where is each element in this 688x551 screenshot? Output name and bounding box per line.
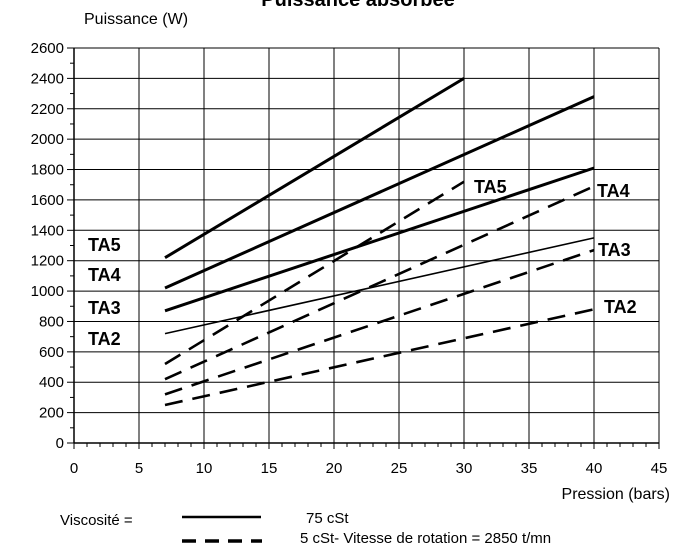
legend-title: Viscosité = (60, 512, 133, 529)
y-tick-label: 2200 (31, 101, 64, 118)
dashed-end-label: TA4 (597, 181, 630, 201)
series-line-dashed-ta3 (164, 248, 595, 396)
y-tick-label: 1000 (31, 283, 64, 300)
axis-ticks (67, 47, 660, 449)
x-tick-label: 15 (261, 460, 278, 477)
x-tick-label: 0 (70, 460, 78, 477)
series-line-solid-ta5 (164, 77, 465, 259)
x-axis-title: Pression (bars) (562, 486, 670, 503)
x-tick-label: 20 (326, 460, 343, 477)
tick-labels: 0 5 10 15 20 25 30 35 40 45 0 200 400 600 800 1000 1200 1… (31, 40, 668, 477)
series-line-dashed-ta5 (164, 180, 465, 366)
dashed-end-label: TA3 (598, 240, 631, 260)
series-lines (164, 77, 595, 407)
y-tick-label: 800 (39, 313, 64, 330)
x-tick-label: 45 (651, 460, 668, 477)
x-tick-label: 25 (391, 460, 408, 477)
y-tick-label: 2000 (31, 131, 64, 148)
legend-dashed-label: 5 cSt- Vitesse de rotation = 2850 t/mn (300, 530, 551, 547)
left-series-label: TA3 (88, 298, 121, 318)
y-tick-label: 1200 (31, 253, 64, 270)
y-tick-label: 400 (39, 374, 64, 391)
series-line-solid-ta4 (164, 95, 595, 290)
dashed-end-label: TA2 (604, 297, 637, 317)
grid (73, 47, 660, 444)
series-labels: TA5 TA4 TA3 TA2 TA5 TA4 TA3 TA2 (88, 177, 637, 349)
series-line-dashed-ta4 (164, 185, 595, 381)
y-tick-label: 1400 (31, 222, 64, 239)
legend: Viscosité = 75 cSt 5 cSt- Vitesse de rot… (60, 510, 551, 547)
x-tick-label: 35 (521, 460, 538, 477)
y-tick-label: 1800 (31, 162, 64, 179)
y-tick-label: 1600 (31, 192, 64, 209)
x-tick-label: 40 (586, 460, 603, 477)
series-line-dashed-ta2 (164, 308, 595, 407)
y-tick-label: 600 (39, 344, 64, 361)
x-tick-label: 30 (456, 460, 473, 477)
chart-title: Puissance absorbée (261, 0, 454, 11)
y-tick-label: 0 (56, 435, 64, 452)
dashed-end-label: TA5 (474, 177, 507, 197)
x-tick-label: 5 (135, 460, 143, 477)
series-line-solid-ta3 (164, 166, 595, 313)
left-series-label: TA4 (88, 265, 121, 285)
series-line-solid-ta2 (164, 237, 595, 335)
legend-solid-label: 75 cSt (306, 510, 349, 527)
left-series-label: TA2 (88, 329, 121, 349)
y-tick-label: 2400 (31, 70, 64, 87)
y-axis-title: Puissance (W) (84, 11, 188, 28)
y-tick-label: 2600 (31, 40, 64, 57)
y-tick-label: 200 (39, 405, 64, 422)
x-tick-label: 10 (196, 460, 213, 477)
left-series-label: TA5 (88, 235, 121, 255)
